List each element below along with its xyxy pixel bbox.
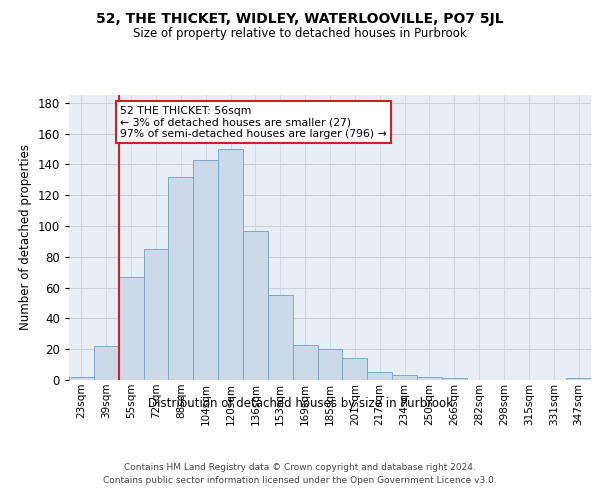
Bar: [143, 249, 169, 380]
Text: 52 THE THICKET: 56sqm
← 3% of detached houses are smaller (27)
97% of semi-detac: 52 THE THICKET: 56sqm ← 3% of detached h…: [120, 106, 387, 139]
Bar: [69, 377, 94, 380]
Bar: [293, 344, 317, 380]
Bar: [169, 176, 193, 380]
Bar: [218, 149, 243, 380]
Bar: [367, 372, 392, 380]
Bar: [343, 358, 367, 380]
Bar: [317, 349, 343, 380]
Bar: [392, 376, 417, 380]
Bar: [94, 346, 119, 380]
Bar: [566, 378, 591, 380]
Text: Size of property relative to detached houses in Purbrook: Size of property relative to detached ho…: [133, 28, 467, 40]
Y-axis label: Number of detached properties: Number of detached properties: [19, 144, 32, 330]
Bar: [417, 377, 442, 380]
Text: Distribution of detached houses by size in Purbrook: Distribution of detached houses by size …: [148, 398, 452, 410]
Bar: [243, 230, 268, 380]
Bar: [119, 277, 143, 380]
Bar: [193, 160, 218, 380]
Text: Contains HM Land Registry data © Crown copyright and database right 2024.: Contains HM Land Registry data © Crown c…: [124, 462, 476, 471]
Bar: [442, 378, 467, 380]
Bar: [268, 296, 293, 380]
Text: Contains public sector information licensed under the Open Government Licence v3: Contains public sector information licen…: [103, 476, 497, 485]
Text: 52, THE THICKET, WIDLEY, WATERLOOVILLE, PO7 5JL: 52, THE THICKET, WIDLEY, WATERLOOVILLE, …: [96, 12, 504, 26]
